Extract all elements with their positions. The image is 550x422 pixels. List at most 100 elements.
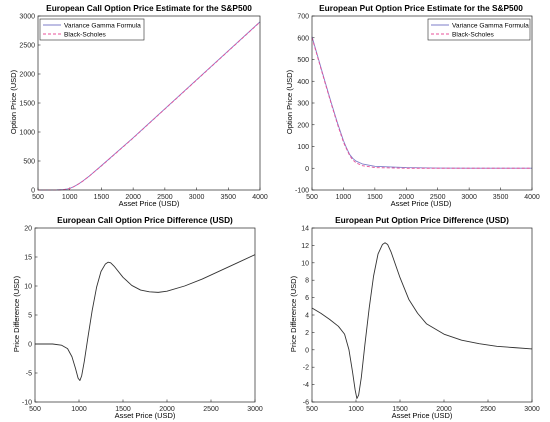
call-diff-title: European Call Option Price Difference (U…: [57, 215, 233, 225]
call-price-xtick-label-7: 4000: [252, 194, 268, 201]
put-diff-ytick-label-8: 10: [301, 260, 309, 267]
put-diff-title: European Put Option Price Difference (US…: [335, 215, 509, 225]
call-price-legend-box: [39, 18, 145, 41]
call-diff-ytick-label-6: 20: [24, 226, 32, 233]
call-diff-lines: [35, 254, 256, 381]
put-price-ytick-label-6: 500: [297, 57, 309, 64]
put-diff-xtick-label-4: 2500: [480, 406, 496, 413]
put-diff-ticks: 500 1000 1500 2000 2500 3000 -6 -4 -2 0 2 4 6 8 10 12 14: [301, 226, 540, 414]
put-diff-series-line-0: [311, 242, 533, 399]
put-price-xtick-label-5: 3000: [461, 194, 477, 201]
call-price-title: European Call Option Price Estimate for …: [46, 3, 252, 13]
call-price-ylabel: Option Price (USD): [9, 69, 18, 134]
call-diff-panel: European Call Option Price Difference (U…: [12, 215, 263, 420]
call-diff-ytick-label-5: 15: [24, 255, 32, 262]
put-diff-ytick-label-9: 12: [301, 243, 309, 250]
call-diff-xlabel: Asset Price (USD): [115, 411, 176, 420]
put-diff-xlabel: Asset Price (USD): [392, 411, 453, 420]
put-price-panel: European Put Option Price Estimate for t…: [285, 3, 540, 208]
call-price-xtick-label-3: 2000: [125, 194, 141, 201]
put-diff-ytick-label-4: 2: [305, 330, 309, 337]
put-price-series-line-1: [311, 37, 532, 169]
put-diff-xtick-label-5: 3000: [524, 406, 540, 413]
put-price-xlabel: Asset Price (USD): [391, 199, 452, 208]
put-price-xtick-label-2: 1500: [367, 194, 383, 201]
call-diff-xtick-label-4: 2500: [203, 406, 219, 413]
call-legend-label-bs: Black-Scholes: [64, 31, 106, 38]
call-diff-series-line-0: [35, 254, 256, 381]
call-price-ytick-label-4: 2000: [19, 72, 35, 79]
put-price-series-line-0: [311, 36, 533, 169]
call-diff-xtick-label-2: 1500: [115, 406, 131, 413]
put-price-ytick-label-3: 200: [297, 122, 309, 129]
put-price-ytick-label-0: -100: [295, 188, 309, 195]
call-diff-ytick-label-1: -5: [26, 371, 32, 378]
put-price-legend: Variance Gamma Formula Black-Scholes: [427, 18, 531, 41]
call-price-plot-area: [37, 15, 261, 191]
call-price-ytick-label-3: 1500: [19, 101, 35, 108]
put-price-ytick-label-2: 100: [297, 144, 309, 151]
put-diff-ytick-label-5: 4: [305, 313, 309, 320]
put-price-xtick-label-3: 2000: [398, 194, 414, 201]
call-price-xtick-label-0: 500: [32, 194, 44, 201]
put-price-lines: [311, 36, 533, 169]
put-price-xtick-label-6: 3500: [493, 194, 509, 201]
put-price-ytick-label-4: 300: [297, 101, 309, 108]
put-price-xtick-label-7: 4000: [524, 194, 540, 201]
call-diff-ticks: 500 1000 1500 2000 2500 3000 -10 -5 0 5 10 15 20: [22, 226, 263, 414]
call-price-ytick-label-5: 2500: [19, 43, 35, 50]
put-price-ylabel: Option Price (USD): [285, 69, 294, 134]
put-legend-label-bs: Black-Scholes: [452, 31, 494, 38]
put-diff-ylabel: Price Difference (USD): [289, 275, 298, 352]
put-price-title: European Put Option Price Estimate for t…: [319, 3, 523, 13]
put-price-ticks: 500 1000 1500 2000 2500 3000 3500 4000 -100 0 100 2…: [295, 14, 540, 202]
call-diff-ylabel: Price Difference (USD): [12, 275, 21, 352]
call-diff-ytick-label-2: 0: [28, 342, 32, 349]
put-price-ytick-label-5: 400: [297, 79, 309, 86]
call-price-ytick-label-2: 1000: [19, 130, 35, 137]
put-diff-xtick-label-0: 500: [306, 406, 318, 413]
call-price-panel: European Call Option Price Estimate for …: [9, 3, 268, 208]
call-price-xtick-label-4: 2500: [157, 194, 173, 201]
put-diff-xtick-label-1: 1000: [348, 406, 364, 413]
put-diff-plot-area: [311, 227, 533, 403]
put-price-plot-area: [311, 15, 533, 191]
put-price-ytick-label-1: 0: [305, 166, 309, 173]
call-diff-xtick-label-5: 3000: [247, 406, 263, 413]
put-diff-lines: [311, 242, 533, 399]
put-diff-ytick-label-10: 14: [301, 226, 309, 233]
put-diff-ytick-label-3: 0: [305, 347, 309, 354]
call-price-xtick-label-5: 3000: [189, 194, 205, 201]
call-price-ytick-label-1: 500: [23, 159, 35, 166]
put-price-xtick-label-0: 500: [306, 194, 318, 201]
call-price-ytick-label-6: 3000: [19, 14, 35, 21]
put-diff-xtick-label-2: 1500: [392, 406, 408, 413]
put-price-xtick-label-1: 1000: [336, 194, 352, 201]
put-diff-ytick-label-0: -6: [303, 400, 309, 407]
call-diff-ytick-label-4: 10: [24, 284, 32, 291]
call-price-series-line-1: [37, 21, 261, 191]
put-price-legend-box: [427, 18, 531, 41]
put-diff-ytick-label-7: 8: [305, 278, 309, 285]
call-price-xtick-label-1: 1000: [62, 194, 78, 201]
call-diff-ytick-label-3: 5: [28, 313, 32, 320]
call-diff-ytick-label-0: -10: [22, 400, 32, 407]
call-price-ytick-label-0: 0: [31, 188, 35, 195]
put-price-xtick-label-4: 2500: [430, 194, 446, 201]
put-diff-xtick-label-3: 2000: [436, 406, 452, 413]
call-price-ticks: 500 1000 1500 2000 2500 3000 3500 4000050010001…: [19, 14, 267, 202]
call-legend-label-vg: Variance Gamma Formula: [64, 22, 141, 29]
put-legend-label-vg: Variance Gamma Formula: [452, 22, 529, 29]
put-diff-ytick-label-6: 6: [305, 295, 309, 302]
call-price-xtick-label-2: 1500: [94, 194, 110, 201]
put-diff-ytick-label-2: -2: [303, 365, 309, 372]
put-diff-ytick-label-1: -4: [303, 382, 309, 389]
call-price-lines: [37, 21, 261, 191]
put-price-ytick-label-8: 700: [297, 14, 309, 21]
call-diff-plot-area: [34, 227, 256, 403]
call-diff-xtick-label-0: 500: [29, 406, 41, 413]
call-price-legend: Variance Gamma Formula Black-Scholes: [39, 18, 145, 41]
call-price-series-line-0: [37, 21, 261, 191]
call-price-xtick-label-6: 3500: [220, 194, 236, 201]
